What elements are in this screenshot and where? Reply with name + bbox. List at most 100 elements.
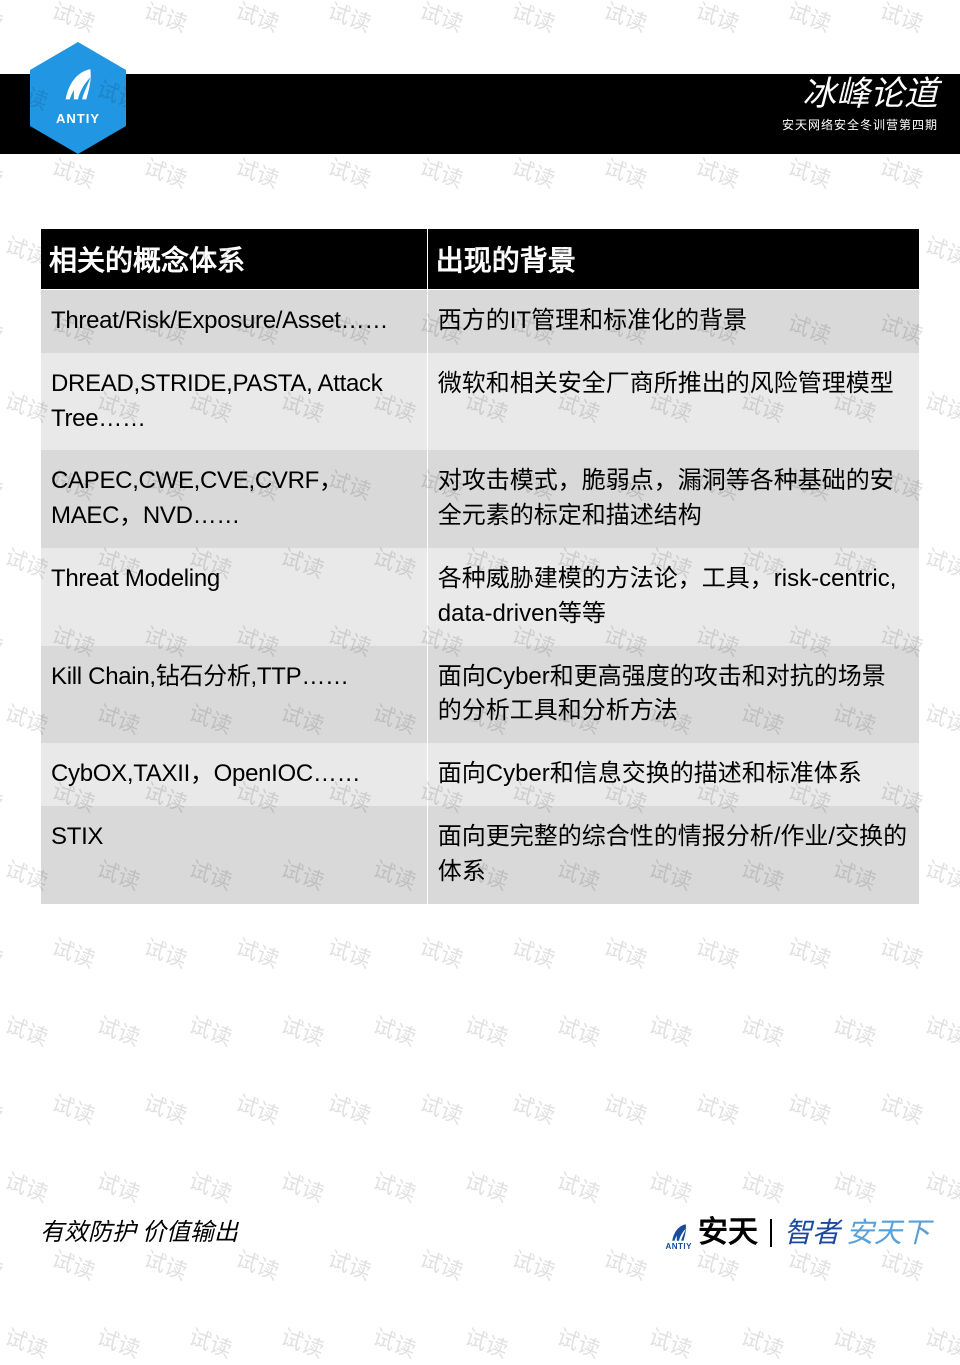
footer: 有效防护 价值输出 ANTIY 安天 智者安天下: [0, 1187, 960, 1247]
col-header-concepts: 相关的概念体系: [41, 229, 428, 290]
watermark-text: 试读: [140, 1085, 192, 1130]
table-row: Threat Modeling各种威胁建模的方法论，工具，risk-centri…: [41, 548, 920, 646]
watermark-text: 试读: [692, 149, 744, 194]
watermark-text: 试读: [784, 149, 836, 194]
brand-badge: ANTIY: [30, 42, 126, 192]
cell-background: 面向Cyber和更高强度的攻击和对抗的场景的分析工具和分析方法: [427, 646, 919, 744]
calligraphy-title: 冰峰论道: [782, 78, 938, 112]
header-calligraphy: 冰峰论道 安天网络安全冬训营第四期: [782, 78, 938, 133]
watermark-text: 试读: [324, 0, 376, 39]
watermark-text: 试读: [553, 1007, 605, 1052]
footer-brand-block: ANTIY 安天 智者安天下: [665, 1207, 930, 1251]
table-row: DREAD,STRIDE,PASTA, Attack Tree……微软和相关安全…: [41, 353, 920, 451]
footer-brand-cn: 安天: [698, 1207, 758, 1251]
watermark-text: 试读: [0, 305, 8, 350]
watermark-text: 试读: [876, 1085, 928, 1130]
watermark-text: 试读: [232, 1085, 284, 1130]
watermark-text: 试读: [416, 1241, 468, 1286]
cell-background: 微软和相关安全厂商所推出的风险管理模型: [427, 353, 919, 451]
footer-slogan-b: 安天下: [846, 1211, 930, 1251]
watermark-text: 试读: [277, 1319, 329, 1364]
watermark-text: 试读: [324, 1241, 376, 1286]
watermark-text: 试读: [600, 1085, 652, 1130]
watermark-text: 试读: [921, 1007, 960, 1052]
cell-background: 对攻击模式，脆弱点，漏洞等各种基础的安全元素的标定和描述结构: [427, 450, 919, 548]
watermark-text: 试读: [0, 617, 8, 662]
watermark-text: 试读: [93, 1319, 145, 1364]
watermark-text: 试读: [185, 1319, 237, 1364]
watermark-text: 试读: [140, 0, 192, 39]
watermark-text: 试读: [416, 149, 468, 194]
cell-concept: Kill Chain,钻石分析,TTP……: [41, 646, 428, 744]
col-header-background: 出现的背景: [427, 229, 919, 290]
calligraphy-subtitle: 安天网络安全冬训营第四期: [782, 116, 938, 133]
cell-background: 西方的IT管理和标准化的背景: [427, 290, 919, 353]
watermark-text: 试读: [140, 1241, 192, 1286]
watermark-text: 试读: [600, 929, 652, 974]
watermark-text: 试读: [921, 851, 960, 896]
watermark-text: 试读: [508, 929, 560, 974]
watermark-text: 试读: [784, 929, 836, 974]
watermark-text: 试读: [324, 929, 376, 974]
table-row: Threat/Risk/Exposure/Asset……西方的IT管理和标准化的…: [41, 290, 920, 353]
watermark-text: 试读: [600, 0, 652, 39]
watermark-text: 试读: [876, 149, 928, 194]
watermark-text: 试读: [232, 929, 284, 974]
watermark-text: 试读: [1, 1319, 53, 1364]
watermark-text: 试读: [921, 539, 960, 584]
watermark-text: 试读: [232, 149, 284, 194]
watermark-text: 试读: [0, 461, 8, 506]
concepts-table-wrap: 相关的概念体系 出现的背景 Threat/Risk/Exposure/Asset…: [40, 228, 920, 904]
cell-concept: Threat/Risk/Exposure/Asset……: [41, 290, 428, 353]
cell-concept: DREAD,STRIDE,PASTA, Attack Tree……: [41, 353, 428, 451]
cell-background: 面向更完整的综合性的情报分析/作业/交换的体系: [427, 806, 919, 904]
cell-concept: CAPEC,CWE,CVE,CVRF，MAEC，NVD……: [41, 450, 428, 548]
watermark-text: 试读: [416, 0, 468, 39]
mini-brand-label: ANTIY: [665, 1242, 692, 1251]
watermark-text: 试读: [737, 1319, 789, 1364]
watermark-text: 试读: [921, 695, 960, 740]
watermark-text: 试读: [876, 929, 928, 974]
table-row: CybOX,TAXII，OpenIOC……面向Cyber和信息交换的描述和标准体…: [41, 743, 920, 806]
watermark-text: 试读: [829, 1319, 881, 1364]
table-row: Kill Chain,钻石分析,TTP……面向Cyber和更高强度的攻击和对抗的…: [41, 646, 920, 744]
watermark-text: 试读: [48, 929, 100, 974]
cell-concept: Threat Modeling: [41, 548, 428, 646]
brand-label: ANTIY: [56, 111, 100, 126]
footer-separator: [770, 1219, 772, 1247]
watermark-text: 试读: [0, 929, 8, 974]
watermark-text: 试读: [0, 0, 8, 39]
watermark-text: 试读: [0, 773, 8, 818]
watermark-text: 试读: [277, 1007, 329, 1052]
watermark-text: 试读: [93, 1007, 145, 1052]
brand-hexagon: ANTIY: [30, 42, 126, 154]
watermark-text: 试读: [784, 1085, 836, 1130]
footer-tagline: 有效防护 价值输出: [40, 1212, 238, 1247]
watermark-text: 试读: [921, 227, 960, 272]
watermark-text: 试读: [508, 1241, 560, 1286]
watermark-text: 试读: [416, 929, 468, 974]
watermark-text: 试读: [692, 1085, 744, 1130]
watermark-text: 试读: [0, 1241, 8, 1286]
watermark-text: 试读: [553, 1319, 605, 1364]
watermark-text: 试读: [232, 0, 284, 39]
watermark-text: 试读: [829, 1007, 881, 1052]
watermark-text: 试读: [508, 1085, 560, 1130]
watermark-text: 试读: [784, 0, 836, 39]
watermark-text: 试读: [461, 1319, 513, 1364]
table-row: STIX面向更完整的综合性的情报分析/作业/交换的体系: [41, 806, 920, 904]
watermark-text: 试读: [737, 1007, 789, 1052]
cell-concept: CybOX,TAXII，OpenIOC……: [41, 743, 428, 806]
watermark-text: 试读: [140, 149, 192, 194]
watermark-text: 试读: [416, 1085, 468, 1130]
cell-background: 面向Cyber和信息交换的描述和标准体系: [427, 743, 919, 806]
watermark-text: 试读: [369, 1319, 421, 1364]
watermark-text: 试读: [508, 0, 560, 39]
watermark-text: 试读: [369, 1007, 421, 1052]
watermark-text: 试读: [48, 1085, 100, 1130]
table-row: CAPEC,CWE,CVE,CVRF，MAEC，NVD……对攻击模式，脆弱点，漏…: [41, 450, 920, 548]
watermark-text: 试读: [600, 1241, 652, 1286]
watermark-text: 试读: [140, 929, 192, 974]
watermark-text: 试读: [645, 1319, 697, 1364]
watermark-text: 试读: [1, 1007, 53, 1052]
